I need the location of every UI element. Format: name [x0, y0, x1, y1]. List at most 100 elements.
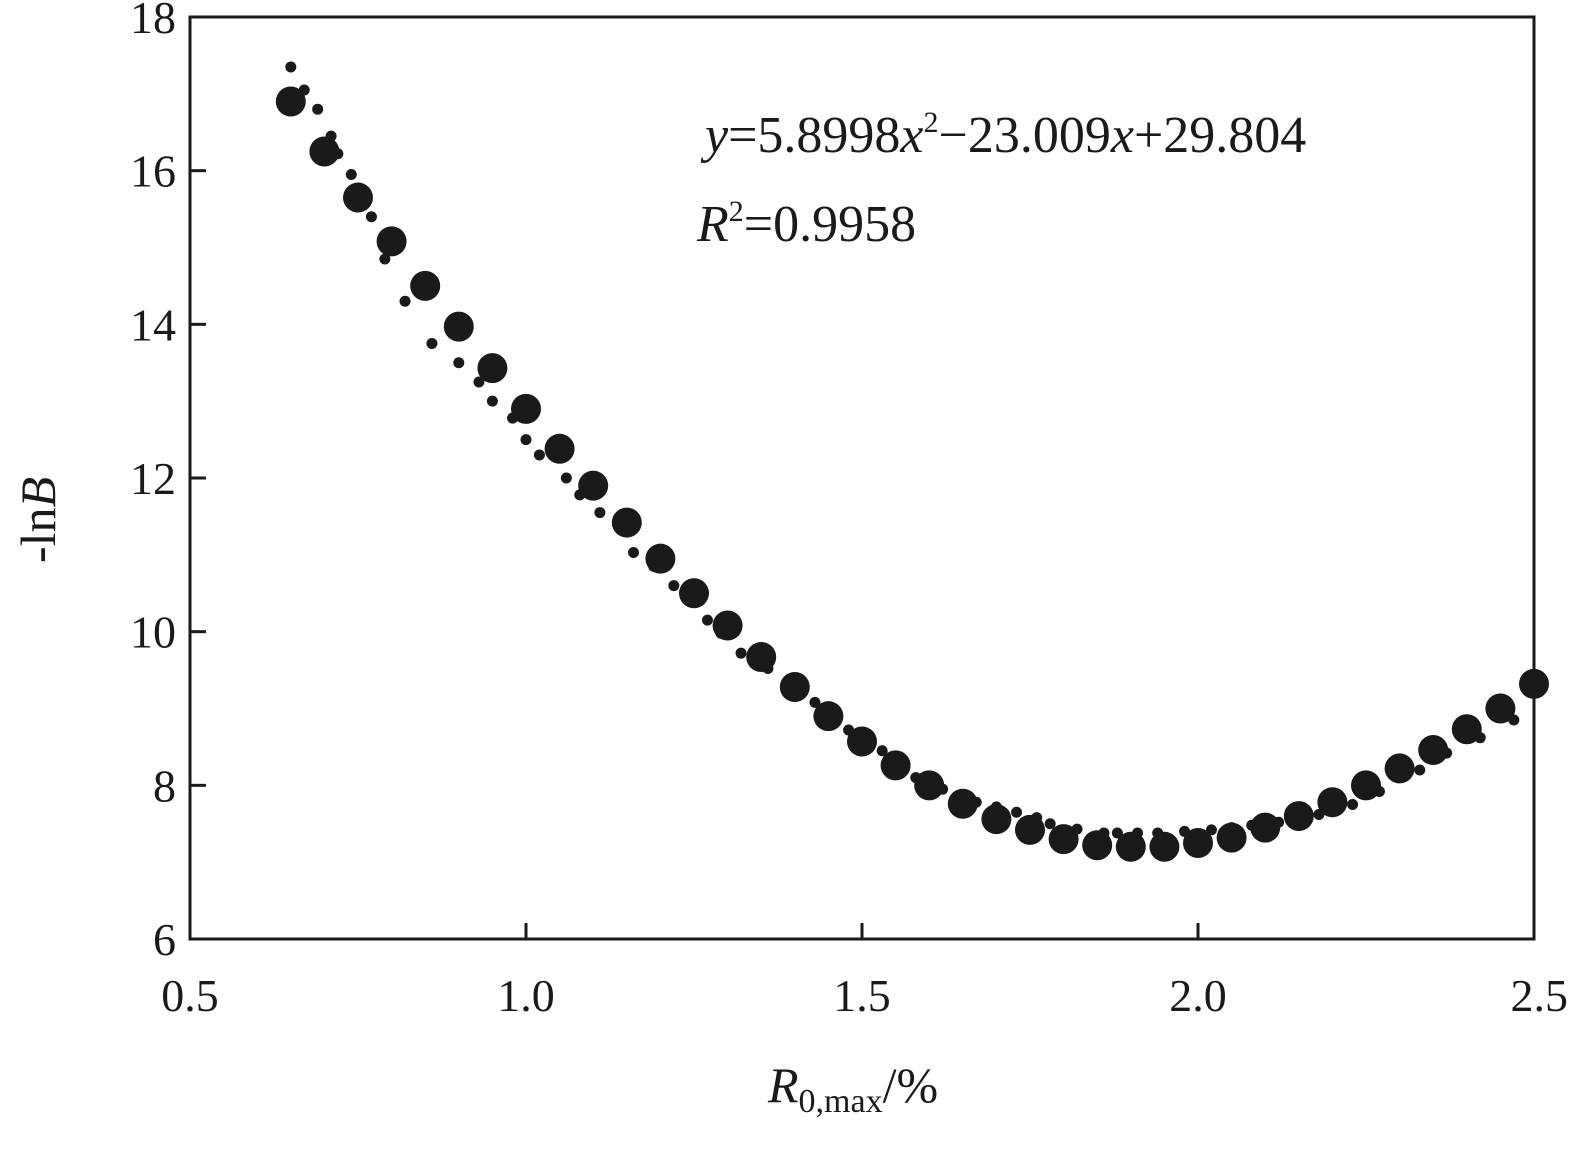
y-axis-ticks: 6 8 10 12 14 16 18 — [130, 0, 206, 965]
x-axis-title: R0,max/% — [767, 1057, 938, 1120]
data-point-small — [473, 376, 485, 388]
data-point-large — [1317, 787, 1348, 818]
data-point-small — [285, 61, 297, 73]
data-point-small — [1347, 799, 1359, 811]
data-point-small — [668, 580, 680, 592]
data-point-small — [876, 745, 888, 757]
data-point-small — [345, 169, 357, 181]
data-point-small — [990, 801, 1002, 813]
data-point-large — [443, 311, 474, 342]
eq-sup: 2 — [924, 106, 939, 139]
data-point-small — [520, 434, 532, 446]
data-point-small — [762, 663, 774, 675]
data-point-small — [1508, 714, 1520, 726]
y-axis-title: -lnB — [10, 477, 66, 563]
data-point-large — [914, 770, 945, 801]
eq-x2: x — [1110, 107, 1134, 164]
data-point-small — [1098, 827, 1110, 839]
data-point-large — [309, 136, 340, 167]
r2-sup: 2 — [729, 195, 744, 228]
data-point-small — [507, 412, 519, 424]
y-tick-label: 8 — [153, 760, 176, 811]
data-point-small — [1031, 812, 1043, 824]
y-tick-label: 6 — [153, 914, 176, 965]
data-point-small — [1441, 747, 1453, 759]
data-point-small — [1111, 827, 1123, 839]
data-point-small — [937, 783, 949, 795]
data-point-small — [574, 489, 586, 501]
data-point-small — [298, 84, 310, 96]
y-axis-title-prefix: -ln — [10, 508, 66, 564]
x-tick-label: 0.5 — [161, 970, 219, 1021]
data-point-large — [1384, 753, 1415, 784]
r2-r: R — [696, 196, 729, 253]
x-tick-label: 2.5 — [1511, 970, 1569, 1021]
data-point-small — [1414, 764, 1426, 776]
data-point-large — [1048, 824, 1079, 855]
data-point-large — [611, 507, 642, 538]
eq-part3: +29.804 — [1134, 107, 1306, 164]
data-point-large — [376, 226, 407, 257]
eq-y: y — [700, 107, 729, 164]
data-point-small — [843, 724, 855, 736]
data-point-large — [1216, 822, 1247, 853]
data-point-small — [1044, 818, 1056, 830]
data-point-small — [910, 772, 922, 784]
data-point-small — [399, 295, 411, 307]
data-point-small — [1313, 809, 1325, 821]
plot-area — [188, 15, 1536, 941]
data-point-small — [809, 696, 821, 708]
data-point-large — [981, 804, 1012, 835]
data-point-large — [1115, 831, 1146, 862]
data-point-small — [325, 130, 337, 142]
data-point-small — [453, 357, 465, 369]
data-point-large — [1250, 812, 1281, 843]
data-point-large — [511, 393, 541, 424]
data-point-large — [343, 182, 373, 213]
data-point-large — [947, 788, 978, 819]
data-point-large — [1351, 770, 1381, 801]
data-point-large — [847, 726, 877, 757]
x-axis-title-sub: 0,max — [799, 1083, 883, 1120]
data-point-small — [1179, 825, 1191, 837]
x-axis-title-suffix: /% — [883, 1057, 939, 1113]
r2-annotation: R2=0.9958 — [696, 195, 916, 253]
data-point-large — [410, 270, 441, 301]
data-point-small — [735, 647, 747, 659]
data-point-small — [533, 449, 545, 461]
data-point-small — [970, 796, 982, 808]
data-point-small — [365, 211, 377, 223]
data-point-large — [544, 433, 575, 464]
data-point-large — [275, 86, 306, 117]
data-point-small — [1226, 822, 1238, 834]
data-point-small — [312, 103, 324, 115]
y-tick-label: 14 — [130, 299, 176, 350]
data-point-small — [648, 560, 660, 572]
data-point-small — [1373, 785, 1385, 797]
data-point-small — [701, 614, 713, 626]
data-point-large — [1485, 693, 1516, 724]
data-point-small — [332, 148, 344, 160]
data-point-large — [1519, 668, 1549, 699]
y-axis-title-var: B — [10, 477, 66, 508]
data-point-small — [560, 472, 572, 484]
data-point-small — [1246, 819, 1258, 831]
y-tick-label: 12 — [130, 453, 176, 504]
data-point-small — [1071, 823, 1083, 835]
equation-annotation: y=5.8998x2−23.009x+29.804 — [700, 106, 1306, 164]
data-point-large — [1183, 827, 1213, 858]
r2-value: =0.9958 — [744, 196, 916, 253]
eq-part2: −23.009 — [939, 107, 1111, 164]
eq-x1: x — [899, 107, 923, 164]
series-small-points — [285, 61, 1520, 839]
data-point-small — [426, 338, 438, 350]
data-point-large — [1418, 734, 1449, 765]
x-axis-title-var: R — [767, 1057, 799, 1113]
data-point-large — [578, 470, 609, 501]
data-point-small — [715, 627, 727, 639]
data-point-large — [1451, 714, 1482, 745]
eq-part1: =5.8998 — [728, 107, 900, 164]
data-point-large — [477, 353, 508, 384]
data-point-large — [679, 578, 709, 609]
